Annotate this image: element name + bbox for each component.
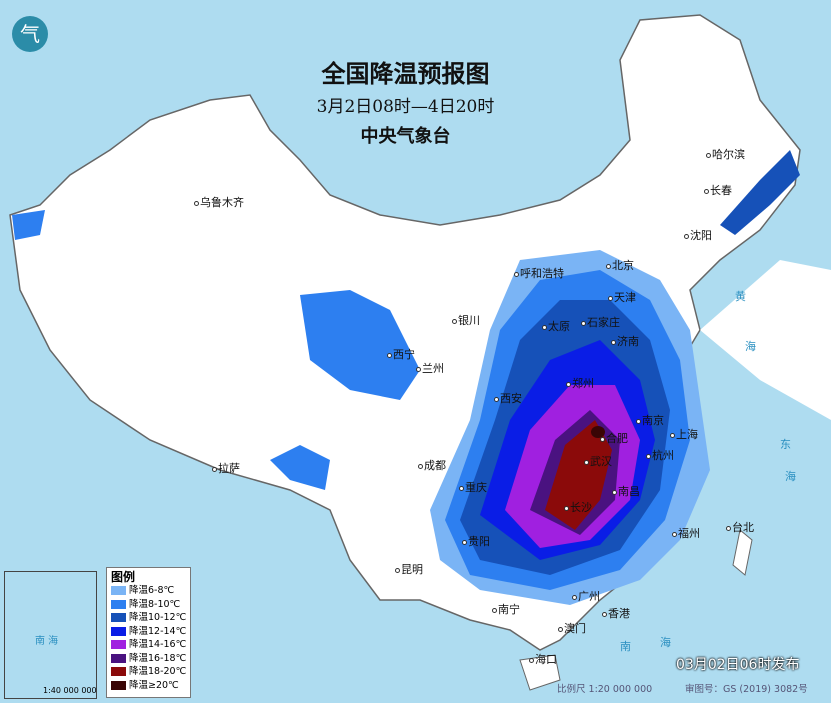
- city-label: 兰州: [416, 362, 444, 375]
- zone-xinjiang: [12, 210, 45, 240]
- sea-label: 南: [620, 640, 631, 653]
- city-label: 杭州: [646, 449, 674, 462]
- city-label: 南宁: [492, 603, 520, 616]
- map-scale: 比例尺 1:20 000 000: [557, 684, 653, 695]
- city-label: 济南: [611, 335, 639, 348]
- city-label: 南昌: [612, 485, 640, 498]
- legend-swatch: [111, 613, 126, 623]
- legend-label: 降温6-8℃: [129, 585, 175, 596]
- city-label: 武汉: [584, 455, 612, 468]
- publish-time: 03月02日06时发布: [676, 657, 800, 673]
- legend-title: 图例: [111, 570, 136, 584]
- map-issuer: 中央气象台: [360, 126, 451, 147]
- city-label: 西宁: [387, 348, 415, 361]
- zone-tibet: [270, 445, 330, 490]
- city-label: 海口: [529, 653, 557, 666]
- city-label: 香港: [602, 607, 630, 620]
- zone-west: [300, 290, 420, 400]
- land-hainan: [519, 654, 561, 691]
- city-label: 西安: [494, 392, 522, 405]
- zone-ge20: [591, 426, 605, 438]
- city-label: 石家庄: [581, 316, 620, 329]
- legend-swatch: [111, 680, 126, 690]
- city-label: 北京: [606, 259, 634, 272]
- map-approval-number: 审图号：GS (2019) 3082号: [685, 684, 808, 695]
- city-label: 郑州: [566, 377, 594, 390]
- city-label: 南京: [636, 414, 664, 427]
- land-neighbors: [700, 260, 831, 420]
- zone-18-20: [545, 420, 612, 530]
- sea-label: 东: [780, 438, 791, 451]
- land-taiwan: [732, 529, 753, 576]
- legend-item: 降温8-10℃: [111, 598, 186, 612]
- legend-item: 降温6-8℃: [111, 584, 186, 598]
- legend-item: 降温≥20℃: [111, 679, 186, 693]
- logo-glyph: 气: [20, 22, 40, 46]
- zone-northeast: [720, 150, 800, 235]
- inset-sea-label: 南 海: [35, 636, 59, 647]
- legend-item: 降温16-18℃: [111, 652, 186, 666]
- inset-scale: 1:40 000 000: [43, 686, 97, 695]
- legend-label: 降温18-20℃: [129, 666, 187, 677]
- city-label: 澳门: [558, 622, 586, 635]
- legend-item: 降温14-16℃: [111, 638, 186, 652]
- legend-label: 降温12-14℃: [129, 625, 187, 637]
- cooling-zones: [12, 150, 800, 605]
- city-label: 长春: [704, 184, 732, 197]
- legend-swatch: [111, 626, 126, 636]
- city-label: 贵阳: [462, 535, 490, 548]
- legend-swatch: [111, 640, 126, 650]
- legend-label: 降温8-10℃: [129, 598, 181, 610]
- city-label: 天津: [608, 291, 636, 304]
- city-label: 昆明: [395, 563, 423, 576]
- city-label: 福州: [672, 527, 700, 540]
- legend-label: 降温≥20℃: [129, 679, 179, 691]
- legend-swatch: [111, 653, 126, 663]
- city-label: 呼和浩特: [514, 267, 564, 280]
- legend-label: 降温14-16℃: [129, 639, 187, 650]
- sea-label: 黄: [735, 290, 746, 303]
- sea-label: 海: [785, 470, 796, 483]
- map-period: 3月2日08时—4日20时: [316, 97, 495, 117]
- sea-label: 海: [660, 636, 671, 649]
- city-label: 上海: [670, 428, 698, 441]
- city-label: 广州: [572, 590, 600, 603]
- cma-logo: 气: [12, 16, 48, 52]
- city-label: 重庆: [459, 481, 487, 494]
- sea-label: 海: [745, 340, 756, 353]
- legend-item: 降温10-12℃: [111, 611, 186, 625]
- legend: 图例 降温6-8℃ 降温8-10℃ 降温10-12℃ 降温12-14℃ 降温14-16℃…: [106, 567, 191, 698]
- city-label: 哈尔滨: [706, 148, 745, 161]
- city-label: 沈阳: [684, 229, 712, 242]
- legend-item: 降温12-14℃: [111, 625, 186, 639]
- legend-label: 降温16-18℃: [129, 652, 187, 664]
- legend-swatch: [111, 586, 126, 596]
- legend-label: 降温10-12℃: [129, 612, 187, 623]
- city-label: 拉萨: [212, 462, 240, 475]
- city-label: 合肥: [600, 432, 628, 445]
- legend-item: 降温18-20℃: [111, 665, 186, 679]
- city-label: 长沙: [564, 501, 592, 514]
- map-title: 全国降温预报图: [321, 60, 490, 88]
- city-label: 太原: [542, 320, 570, 333]
- legend-swatch: [111, 667, 126, 677]
- legend-swatch: [111, 599, 126, 609]
- city-label: 乌鲁木齐: [194, 196, 244, 209]
- city-label: 台北: [726, 521, 754, 534]
- south-china-sea-inset: 南 海 1:40 000 000: [4, 571, 97, 699]
- city-label: 银川: [452, 314, 480, 327]
- city-label: 成都: [418, 459, 446, 472]
